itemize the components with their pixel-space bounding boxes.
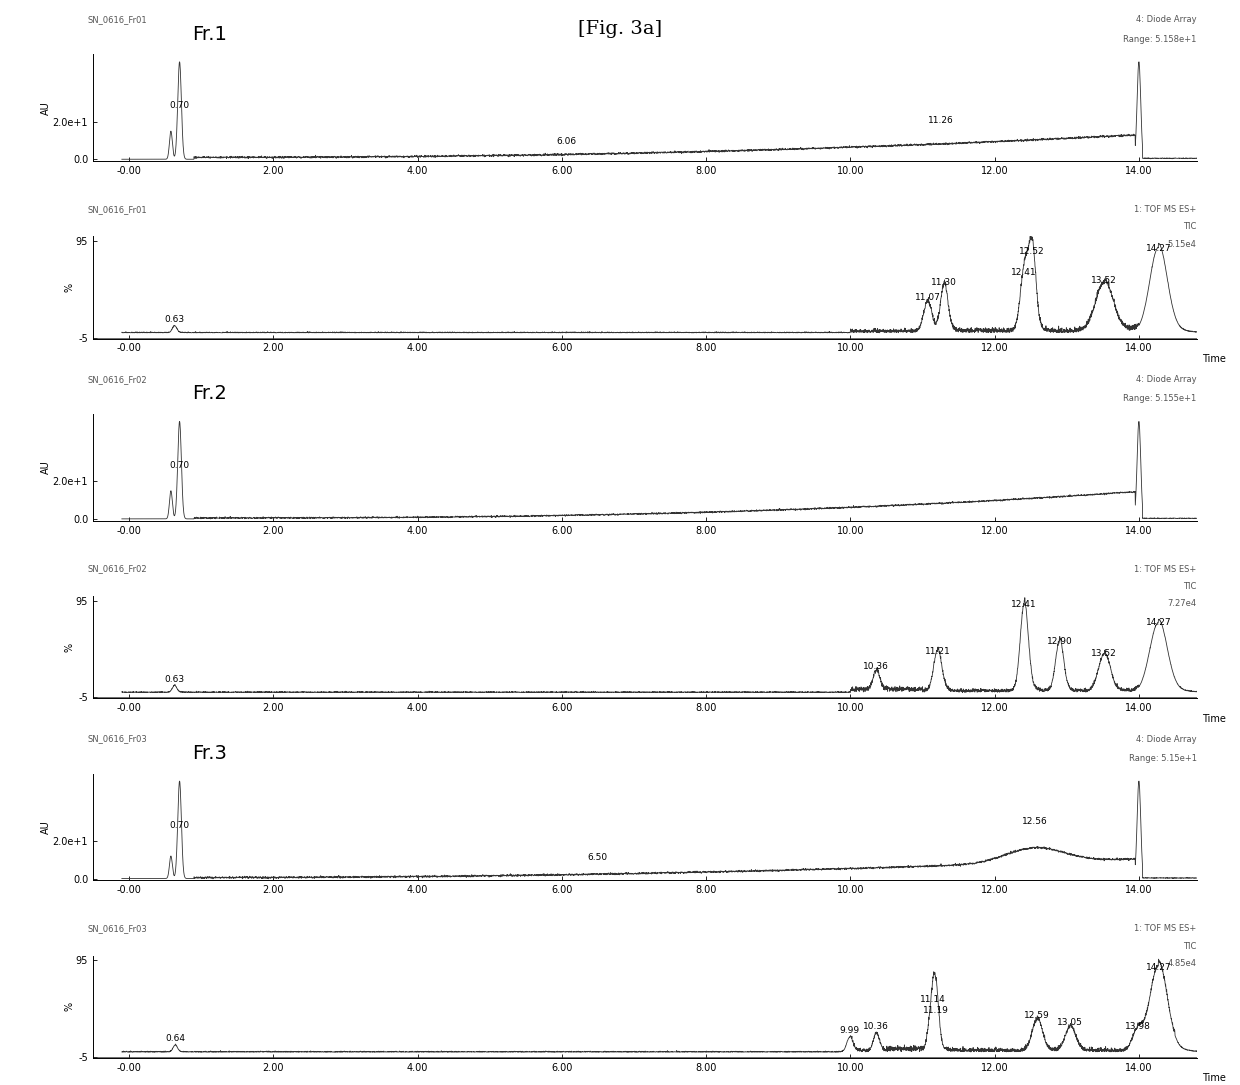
Y-axis label: AU: AU (41, 101, 51, 115)
Text: TIC: TIC (1183, 942, 1197, 950)
Text: SN_0616_Fr01: SN_0616_Fr01 (88, 205, 148, 214)
Text: TIC: TIC (1183, 582, 1197, 591)
Text: 13.52: 13.52 (1091, 649, 1117, 658)
Text: 0.70: 0.70 (170, 461, 190, 470)
Text: 0.70: 0.70 (170, 820, 190, 830)
Text: 6.50: 6.50 (588, 853, 608, 861)
Text: 4.85e4: 4.85e4 (1168, 959, 1197, 968)
Text: 0.63: 0.63 (165, 315, 185, 324)
Text: 4: Diode Array: 4: Diode Array (1136, 735, 1197, 743)
Text: 12.41: 12.41 (1012, 268, 1037, 277)
Text: SN_0616_Fr02: SN_0616_Fr02 (88, 375, 148, 384)
Text: 11.14: 11.14 (920, 995, 945, 1004)
Text: 13.52: 13.52 (1091, 276, 1117, 284)
Text: 14.27: 14.27 (1146, 244, 1172, 253)
Text: 1: TOF MS ES+: 1: TOF MS ES+ (1135, 924, 1197, 933)
Text: 11.19: 11.19 (924, 1007, 949, 1016)
Y-axis label: %: % (64, 283, 74, 292)
Text: SN_0616_Fr03: SN_0616_Fr03 (88, 924, 148, 933)
Text: Time: Time (1202, 354, 1226, 363)
Text: SN_0616_Fr03: SN_0616_Fr03 (88, 735, 148, 743)
Text: 12.90: 12.90 (1047, 637, 1073, 647)
Text: 10.36: 10.36 (863, 1022, 889, 1031)
Y-axis label: AU: AU (41, 460, 51, 474)
Text: 12.52: 12.52 (1019, 246, 1045, 256)
Y-axis label: %: % (64, 642, 74, 652)
Text: Range: 5.155e+1: Range: 5.155e+1 (1123, 394, 1197, 404)
Text: 6.06: 6.06 (556, 137, 577, 146)
Text: 0.70: 0.70 (170, 102, 190, 111)
Text: 14.27: 14.27 (1146, 963, 1172, 972)
Text: Range: 5.15e+1: Range: 5.15e+1 (1128, 754, 1197, 763)
Text: 12.41: 12.41 (1012, 600, 1037, 609)
Text: 13.98: 13.98 (1125, 1022, 1151, 1031)
Text: 5.15e4: 5.15e4 (1168, 240, 1197, 248)
Text: 13.05: 13.05 (1058, 1018, 1084, 1027)
Text: 12.59: 12.59 (1024, 1011, 1050, 1020)
Text: SN_0616_Fr02: SN_0616_Fr02 (88, 564, 148, 574)
Text: Fr.2: Fr.2 (192, 384, 227, 404)
Text: 4: Diode Array: 4: Diode Array (1136, 375, 1197, 384)
Y-axis label: %: % (64, 1003, 74, 1011)
Text: 1: TOF MS ES+: 1: TOF MS ES+ (1135, 205, 1197, 214)
Text: 10.36: 10.36 (863, 662, 889, 672)
Text: 11.30: 11.30 (931, 278, 957, 286)
Text: Time: Time (1202, 714, 1226, 724)
Text: 12.56: 12.56 (1022, 817, 1048, 826)
Text: 11.26: 11.26 (929, 116, 954, 126)
Text: 11.07: 11.07 (915, 293, 940, 302)
Text: Range: 5.158e+1: Range: 5.158e+1 (1123, 35, 1197, 43)
Text: 1: TOF MS ES+: 1: TOF MS ES+ (1135, 564, 1197, 574)
Text: Fr.3: Fr.3 (192, 744, 227, 763)
Y-axis label: AU: AU (41, 820, 51, 834)
Text: 0.63: 0.63 (165, 675, 185, 684)
Text: SN_0616_Fr01: SN_0616_Fr01 (88, 15, 148, 24)
Text: 4: Diode Array: 4: Diode Array (1136, 15, 1197, 24)
Text: 0.64: 0.64 (165, 1034, 185, 1044)
Text: TIC: TIC (1183, 222, 1197, 231)
Text: Time: Time (1202, 1073, 1226, 1083)
Text: [Fig. 3a]: [Fig. 3a] (578, 20, 662, 38)
Text: 9.99: 9.99 (839, 1025, 859, 1035)
Text: 7.27e4: 7.27e4 (1168, 599, 1197, 609)
Text: Fr.1: Fr.1 (192, 25, 227, 43)
Text: 11.21: 11.21 (925, 647, 951, 655)
Text: 14.27: 14.27 (1146, 617, 1172, 627)
